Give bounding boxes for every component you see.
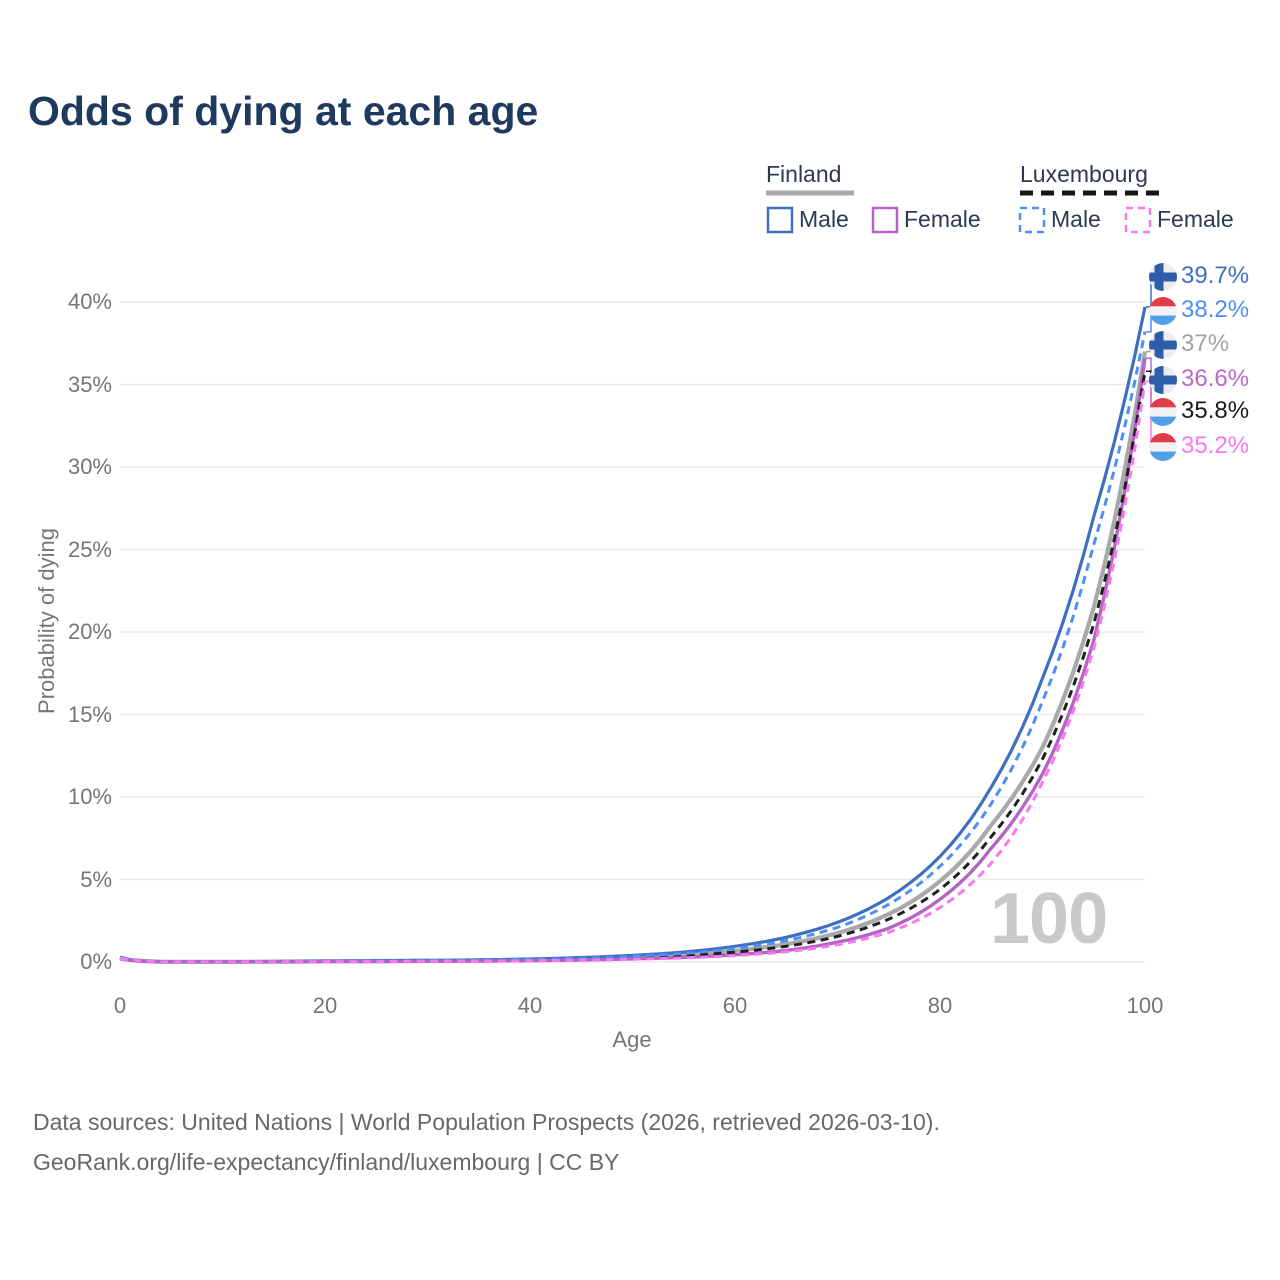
series-line-luxembourg-total[interactable] [119,371,1147,964]
gridlines-group [120,301,1145,963]
legend-swatch-finland-female [871,206,899,234]
legend-label-finland-male: Male [799,206,849,232]
x-tick-label: 20 [312,993,338,1018]
flag-art [1149,297,1177,325]
y-tick-label: 40% [67,289,112,314]
legend-swatch-finland-male [766,206,794,234]
flag-icon-luxembourg [1149,297,1177,325]
flag-cross-vertical [1154,263,1164,291]
y-tick-label: 5% [80,867,112,892]
flag-stripe-blue [1149,416,1177,426]
y-tick-label: 20% [67,619,112,644]
end-value-label-finland-total: 37% [1181,330,1230,357]
flag-stripe-red [1149,433,1177,443]
y-tick-label: 30% [67,454,112,479]
x-axis-title: Age [612,1027,652,1052]
watermark-age-100: 100 [990,879,1108,959]
flag-icon-luxembourg [1149,398,1177,426]
legend-label-luxembourg-male: Male [1051,206,1101,232]
end-value-label-luxembourg-total: 35.8% [1181,397,1250,424]
flag-icon-luxembourg [1149,433,1177,461]
footer-attribution: GeoRank.org/life-expectancy/finland/luxe… [33,1149,620,1175]
x-tick-label: 100 [1126,993,1164,1018]
y-tick-label: 15% [67,702,112,727]
flag-art [1149,433,1177,461]
end-value-label-luxembourg-female: 35.2% [1181,432,1250,459]
end-value-label-finland-female: 36.6% [1181,365,1250,392]
flag-art [1149,398,1177,426]
flag-art [1149,263,1177,291]
page-title: Odds of dying at each age [28,88,539,134]
x-tick-label: 60 [722,993,748,1018]
flag-icons-group [1149,263,1177,461]
legend-label-finland-female: Female [904,206,981,232]
y-tick-label: 10% [67,784,112,809]
series-line-finland-female[interactable] [119,357,1147,964]
legend-label-luxembourg-female: Female [1157,206,1234,232]
legend-swatches-group [766,190,1163,234]
series-line-luxembourg-male[interactable] [119,331,1147,964]
y-tick-label: 0% [80,949,112,974]
footer-data-sources: Data sources: United Nations | World Pop… [33,1109,940,1135]
flag-stripe-white [1149,407,1177,417]
x-tick-label: 0 [113,993,127,1018]
series-curves-group [119,306,1148,964]
y-tick-label: 25% [67,537,112,562]
x-tick-label: 40 [517,993,543,1018]
series-line-finland-total[interactable] [119,351,1148,964]
legend-swatch-luxembourg-female [1124,206,1152,234]
end-value-label-luxembourg-male: 38.2% [1181,296,1250,323]
legend-swatch-luxembourg-male [1018,206,1046,234]
flag-stripe-blue [1149,315,1177,325]
flag-cross-vertical [1154,366,1164,394]
flag-cross-vertical [1154,331,1164,359]
flag-icon-finland [1149,263,1177,291]
series-line-luxembourg-female[interactable] [119,380,1147,964]
legend-country-luxembourg: Luxembourg [1020,161,1148,187]
flag-stripe-blue [1149,451,1177,461]
flag-art [1149,366,1177,394]
flag-stripe-white [1149,442,1177,452]
flag-icon-finland [1149,366,1177,394]
flag-stripe-red [1149,297,1177,307]
flag-art [1149,331,1177,359]
flag-icon-finland [1149,331,1177,359]
x-tick-label: 80 [927,993,953,1018]
flag-stripe-white [1149,306,1177,316]
legend-country-finland: Finland [766,161,842,187]
y-tick-label: 35% [67,372,112,397]
flag-stripe-red [1149,398,1177,408]
end-value-label-finland-male: 39.7% [1181,262,1250,289]
